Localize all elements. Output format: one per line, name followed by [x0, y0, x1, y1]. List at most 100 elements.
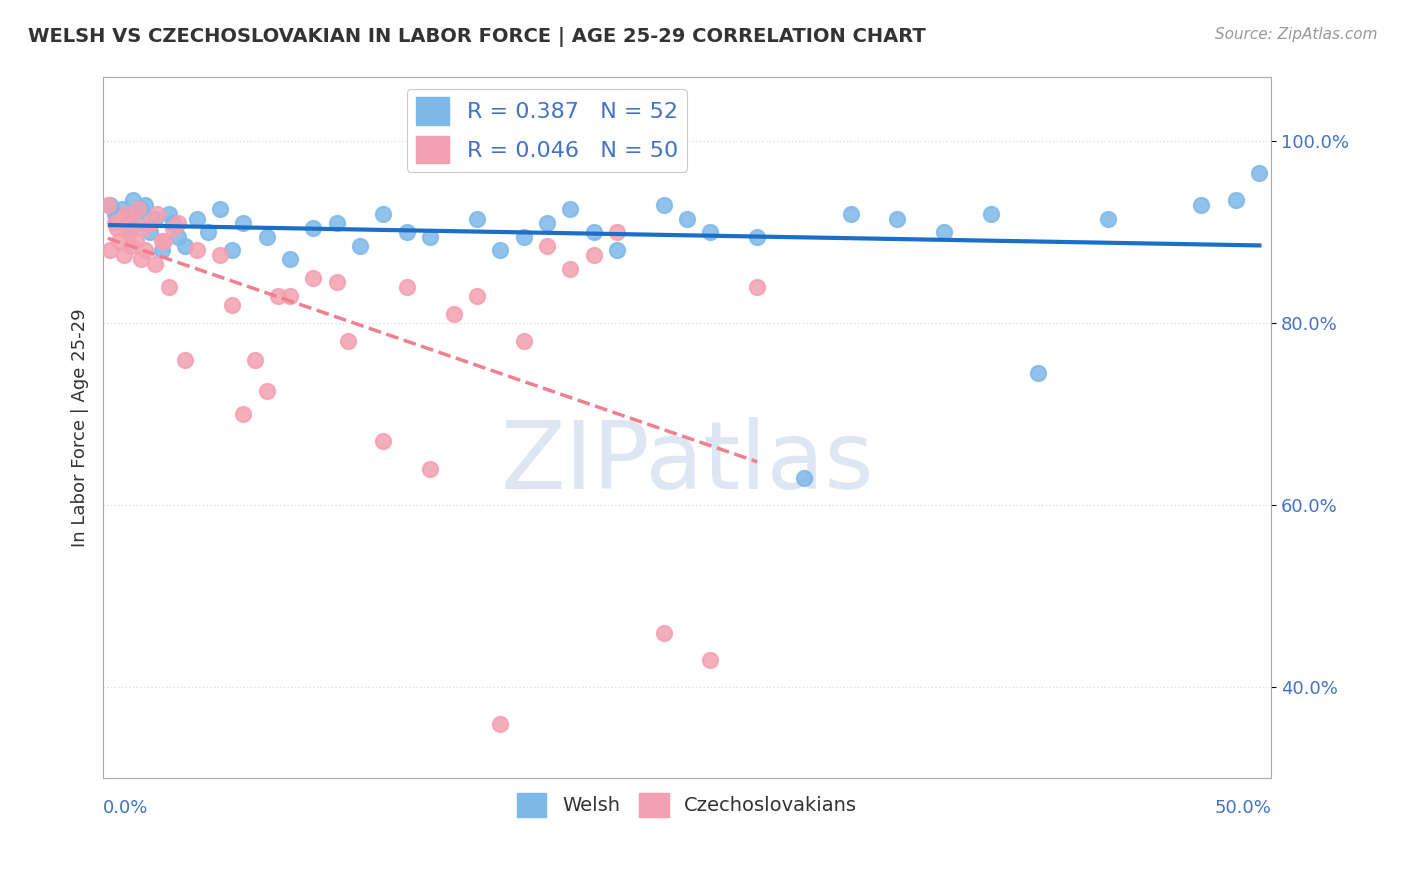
Point — [97, 198, 120, 212]
Point — [243, 352, 266, 367]
Point — [699, 225, 721, 239]
Point — [278, 252, 301, 267]
Point — [443, 307, 465, 321]
Point — [536, 239, 558, 253]
Point — [118, 225, 141, 239]
Point — [349, 239, 371, 253]
Point — [1225, 194, 1247, 208]
Point — [208, 202, 231, 217]
Point — [186, 211, 208, 226]
Point — [143, 211, 166, 226]
Point — [134, 198, 156, 212]
Text: Source: ZipAtlas.com: Source: ZipAtlas.com — [1215, 27, 1378, 42]
Point — [104, 207, 127, 221]
Point — [208, 248, 231, 262]
Point — [419, 229, 441, 244]
Point — [489, 716, 512, 731]
Point — [157, 207, 180, 221]
Legend: Welsh, Czechoslovakians: Welsh, Czechoslovakians — [509, 785, 865, 824]
Point — [232, 407, 254, 421]
Point — [221, 244, 243, 258]
Text: WELSH VS CZECHOSLOVAKIAN IN LABOR FORCE | AGE 25-29 CORRELATION CHART: WELSH VS CZECHOSLOVAKIAN IN LABOR FORCE … — [28, 27, 927, 46]
Point — [139, 216, 162, 230]
Point — [325, 216, 347, 230]
Point — [560, 261, 582, 276]
Point — [146, 207, 169, 221]
Text: 0.0%: 0.0% — [103, 799, 149, 817]
Point — [173, 239, 195, 253]
Point — [489, 244, 512, 258]
Point — [98, 198, 121, 212]
Point — [232, 216, 254, 230]
Point — [111, 211, 134, 226]
Point — [395, 279, 418, 293]
Point — [143, 257, 166, 271]
Point — [606, 225, 628, 239]
Point — [122, 194, 145, 208]
Point — [186, 244, 208, 258]
Point — [157, 279, 180, 293]
Y-axis label: In Labor Force | Age 25-29: In Labor Force | Age 25-29 — [72, 309, 89, 547]
Point — [1097, 211, 1119, 226]
Point — [747, 229, 769, 244]
Point — [105, 220, 128, 235]
Point — [98, 244, 121, 258]
Point — [1189, 198, 1212, 212]
Point — [127, 216, 149, 230]
Point — [132, 220, 155, 235]
Point — [150, 244, 173, 258]
Point — [465, 211, 488, 226]
Point — [162, 220, 184, 235]
Point — [173, 352, 195, 367]
Point — [108, 234, 131, 248]
Point — [560, 202, 582, 217]
Point — [419, 462, 441, 476]
Point — [512, 229, 534, 244]
Point — [115, 207, 138, 221]
Point — [652, 625, 675, 640]
Point — [256, 384, 278, 399]
Point — [373, 207, 395, 221]
Point — [153, 234, 176, 248]
Point — [256, 229, 278, 244]
Point — [699, 653, 721, 667]
Point — [115, 216, 138, 230]
Point — [127, 202, 149, 217]
Point — [120, 239, 142, 253]
Point — [1249, 166, 1271, 180]
Point — [120, 207, 142, 221]
Point — [162, 216, 184, 230]
Text: 50.0%: 50.0% — [1215, 799, 1271, 817]
Point — [325, 275, 347, 289]
Text: ZIPatlas: ZIPatlas — [501, 417, 875, 509]
Point — [134, 244, 156, 258]
Point — [302, 270, 325, 285]
Point — [676, 211, 699, 226]
Point — [747, 279, 769, 293]
Point — [129, 202, 152, 217]
Point — [278, 289, 301, 303]
Point — [104, 216, 127, 230]
Point — [118, 220, 141, 235]
Point — [129, 252, 152, 267]
Point — [536, 216, 558, 230]
Point — [1026, 366, 1049, 380]
Point — [582, 225, 605, 239]
Point — [150, 234, 173, 248]
Point — [111, 202, 134, 217]
Point — [793, 471, 815, 485]
Point — [980, 207, 1002, 221]
Point — [267, 289, 290, 303]
Point — [125, 234, 148, 248]
Point — [582, 248, 605, 262]
Point — [112, 248, 135, 262]
Point — [652, 198, 675, 212]
Point — [606, 244, 628, 258]
Point — [167, 229, 190, 244]
Point — [465, 289, 488, 303]
Point — [197, 225, 219, 239]
Point — [337, 334, 360, 349]
Point — [221, 298, 243, 312]
Point — [122, 216, 145, 230]
Point — [839, 207, 862, 221]
